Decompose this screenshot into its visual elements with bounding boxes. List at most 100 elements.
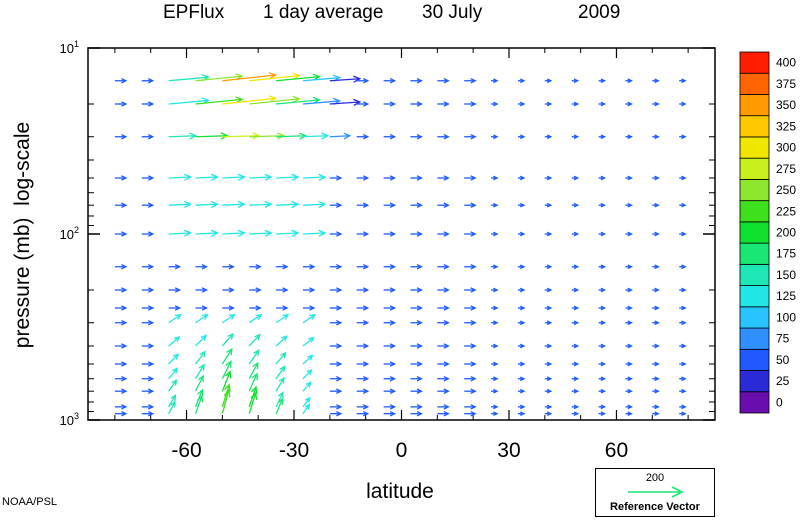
flux-vector-head bbox=[416, 78, 423, 84]
flux-vector-head bbox=[389, 305, 397, 311]
flux-vector-head bbox=[546, 287, 553, 293]
flux-vector bbox=[275, 314, 289, 324]
flux-vector-head bbox=[416, 264, 423, 270]
flux-vector-head bbox=[416, 410, 423, 417]
flux-vector-head bbox=[519, 320, 526, 326]
flux-vector-head bbox=[470, 305, 477, 311]
flux-vector bbox=[222, 97, 276, 105]
flux-vector-head bbox=[201, 305, 208, 311]
flux-vector-head bbox=[223, 383, 231, 392]
flux-vector-head bbox=[389, 404, 397, 410]
flux-vector-head bbox=[493, 404, 499, 410]
flux-vector-head bbox=[183, 173, 193, 181]
colorbar-label: 275 bbox=[776, 162, 796, 176]
flux-vector-head bbox=[321, 132, 330, 140]
chart-title: EPFlux 1 day average 30 July 2009 bbox=[0, 0, 800, 30]
flux-vector bbox=[329, 101, 360, 105]
flux-vector bbox=[275, 377, 285, 392]
flux-vector-head bbox=[654, 175, 660, 181]
flux-vector-head bbox=[210, 200, 219, 209]
flux-vector bbox=[302, 404, 310, 415]
flux-vector bbox=[275, 352, 287, 365]
flux-vector-head bbox=[654, 361, 660, 367]
flux-vector-head bbox=[336, 231, 343, 237]
flux-vector-head bbox=[121, 305, 128, 311]
flux-vector-head bbox=[573, 134, 580, 140]
flux-vector-head bbox=[362, 343, 370, 349]
flux-vector-head bbox=[470, 375, 477, 382]
flux-vector-head bbox=[170, 400, 176, 408]
flux-vector-head bbox=[343, 132, 352, 140]
flux-vector bbox=[302, 314, 316, 324]
flux-vector bbox=[195, 314, 208, 324]
colorbar-swatch bbox=[739, 51, 770, 74]
flux-vector-head bbox=[600, 134, 607, 140]
flux-vector-head bbox=[573, 376, 580, 382]
flux-vector-head bbox=[318, 229, 327, 237]
reference-vector-value: 200 bbox=[645, 472, 665, 484]
flux-vector-head bbox=[416, 133, 423, 140]
flux-vector-head bbox=[627, 411, 633, 417]
x-tick-label: 0 bbox=[396, 439, 408, 462]
flux-vector bbox=[168, 367, 178, 380]
flux-vector-head bbox=[389, 175, 397, 181]
flux-vector bbox=[276, 203, 299, 206]
flux-vector-head bbox=[416, 388, 423, 394]
flux-vector-head bbox=[255, 287, 262, 293]
flux-vector-head bbox=[416, 305, 423, 311]
flux-vector-head bbox=[627, 361, 633, 367]
colorbar-label: 0 bbox=[776, 395, 783, 409]
title-part-4: 2009 bbox=[578, 2, 621, 23]
flux-vector-head bbox=[228, 287, 235, 293]
flux-vector-head bbox=[681, 388, 687, 394]
flux-vector-head bbox=[121, 101, 128, 107]
flux-vector-head bbox=[416, 231, 423, 237]
flux-vector bbox=[168, 401, 176, 415]
flux-vector-head bbox=[681, 411, 687, 417]
flux-vector-head bbox=[600, 78, 607, 84]
flux-vector-head bbox=[519, 202, 526, 208]
flux-vector-head bbox=[654, 264, 660, 270]
flux-vector-head bbox=[121, 231, 128, 237]
flux-vector-head bbox=[627, 202, 633, 208]
flux-vector-head bbox=[546, 231, 553, 237]
flux-vector-head bbox=[291, 229, 300, 237]
flux-vector-head bbox=[309, 305, 316, 311]
flux-vector-head bbox=[627, 376, 633, 382]
flux-vector-head bbox=[600, 101, 607, 107]
flux-vector-head bbox=[681, 78, 687, 84]
y-tick-label: 102 bbox=[60, 225, 79, 242]
flux-vector bbox=[249, 74, 300, 82]
flux-vector-head bbox=[627, 231, 633, 237]
colorbar-swatch bbox=[739, 370, 770, 393]
flux-vector-head bbox=[546, 343, 553, 349]
flux-vector-head bbox=[627, 287, 633, 293]
flux-vector-head bbox=[416, 175, 423, 181]
flux-vector-head bbox=[519, 175, 526, 181]
flux-vector-head bbox=[171, 379, 178, 386]
flux-vector bbox=[276, 232, 299, 235]
flux-vector-head bbox=[201, 264, 208, 270]
flux-vector-head bbox=[600, 175, 607, 181]
flux-vector-head bbox=[264, 200, 273, 209]
flux-vector-head bbox=[600, 202, 607, 208]
flux-vector-head bbox=[600, 287, 607, 293]
colorbar-label: 50 bbox=[776, 353, 790, 367]
x-axis-label: latitude bbox=[366, 480, 434, 503]
flux-vector-head bbox=[174, 313, 182, 320]
flux-vector bbox=[302, 176, 326, 179]
flux-vector-head bbox=[546, 175, 553, 181]
flux-vector-head bbox=[147, 231, 155, 237]
colorbar-swatch bbox=[739, 391, 770, 414]
flux-vector-head bbox=[308, 336, 315, 343]
flux-vector-head bbox=[627, 305, 633, 311]
flux-vector-head bbox=[255, 264, 262, 270]
colorbar-swatch bbox=[739, 200, 770, 223]
flux-vector bbox=[168, 232, 191, 235]
flux-vector-head bbox=[443, 375, 450, 382]
flux-vector bbox=[302, 203, 326, 206]
flux-vector-head bbox=[196, 394, 204, 403]
flux-vector-head bbox=[250, 385, 258, 394]
flux-vector-head bbox=[223, 388, 231, 398]
flux-vector-head bbox=[493, 343, 499, 349]
